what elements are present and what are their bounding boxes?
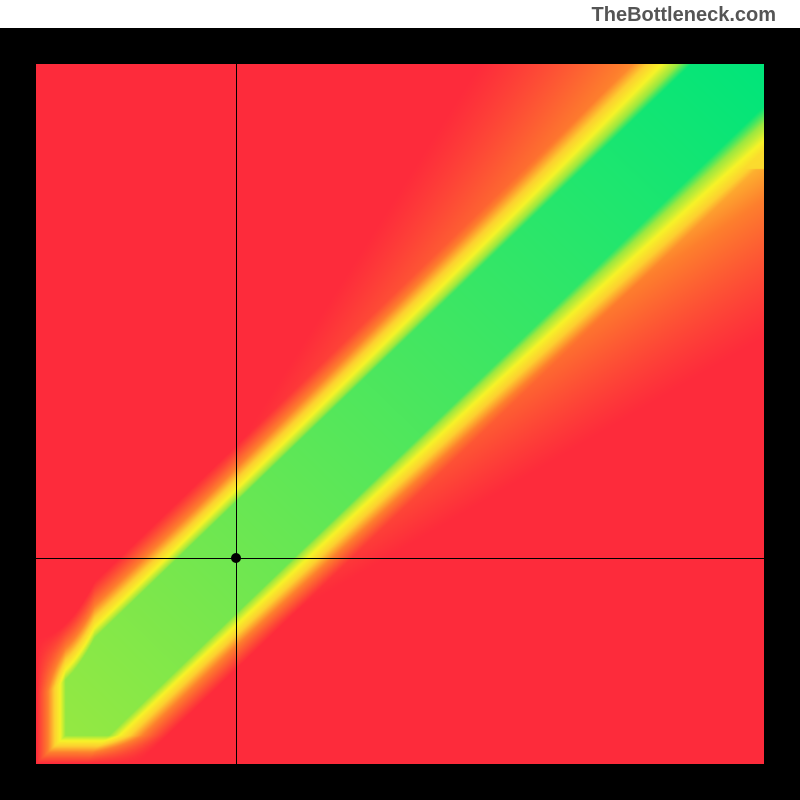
crosshair-horizontal [36,558,764,559]
crosshair-marker [231,553,241,563]
plot-frame [0,28,800,800]
attribution-text: TheBottleneck.com [592,4,776,27]
heatmap-plot [36,64,764,764]
crosshair-vertical [236,64,237,764]
heatmap-canvas [36,64,764,764]
